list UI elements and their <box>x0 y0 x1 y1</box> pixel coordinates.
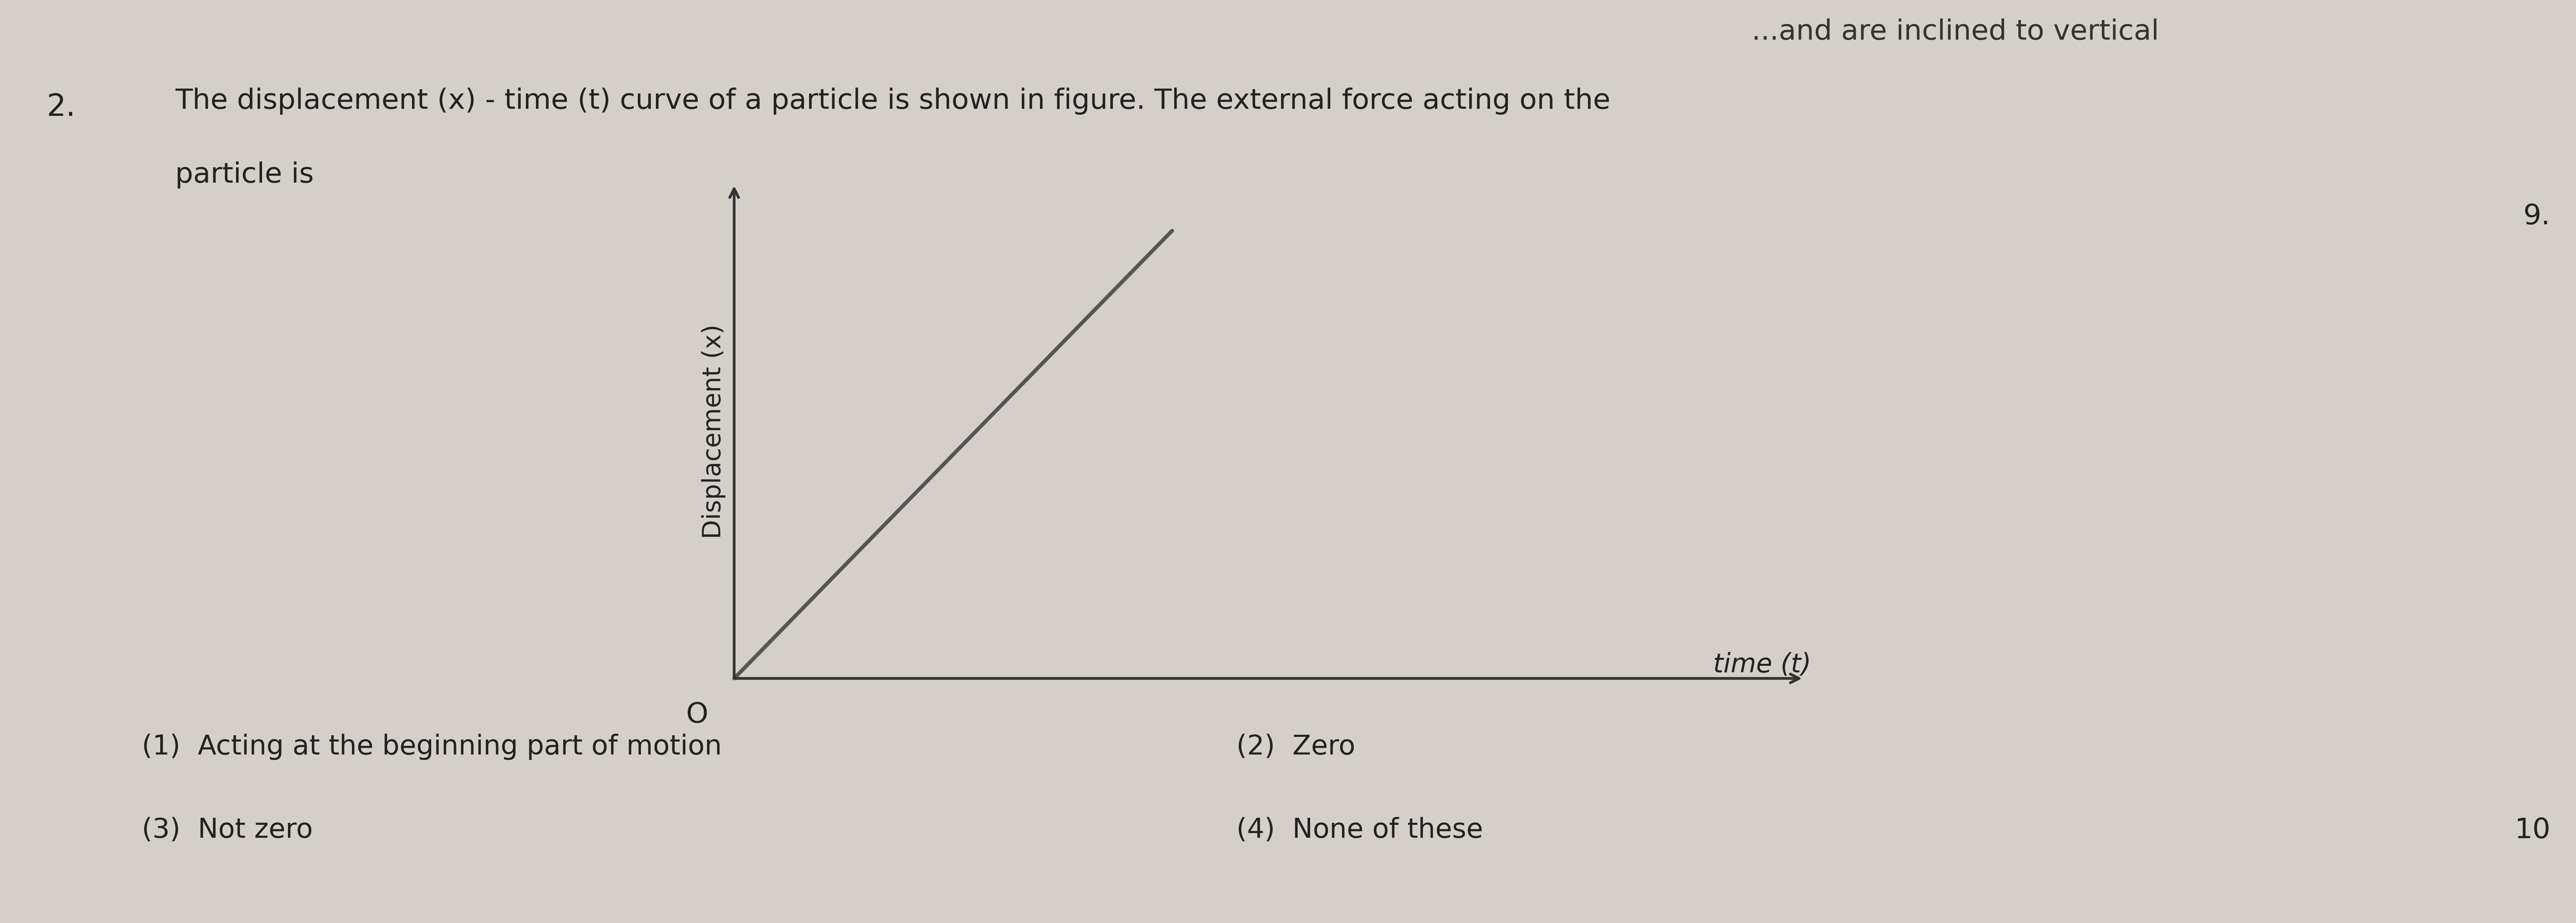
Text: The displacement (x) - time (t) curve of a particle is shown in figure. The exte: The displacement (x) - time (t) curve of… <box>175 88 1610 114</box>
Text: time (t): time (t) <box>1713 652 1811 677</box>
Text: (3)  Not zero: (3) Not zero <box>142 817 312 844</box>
Text: Displacement (x): Displacement (x) <box>701 324 726 539</box>
Text: ...and are inclined to vertical: ...and are inclined to vertical <box>1752 18 2159 45</box>
Text: 2.: 2. <box>46 92 75 122</box>
Text: (2)  Zero: (2) Zero <box>1236 734 1355 761</box>
Text: 10: 10 <box>2514 817 2550 844</box>
Text: (4)  None of these: (4) None of these <box>1236 817 1484 844</box>
Text: particle is: particle is <box>175 162 314 188</box>
Text: 9.: 9. <box>2522 203 2550 230</box>
Text: O: O <box>685 701 708 728</box>
Text: (1)  Acting at the beginning part of motion: (1) Acting at the beginning part of moti… <box>142 734 721 761</box>
